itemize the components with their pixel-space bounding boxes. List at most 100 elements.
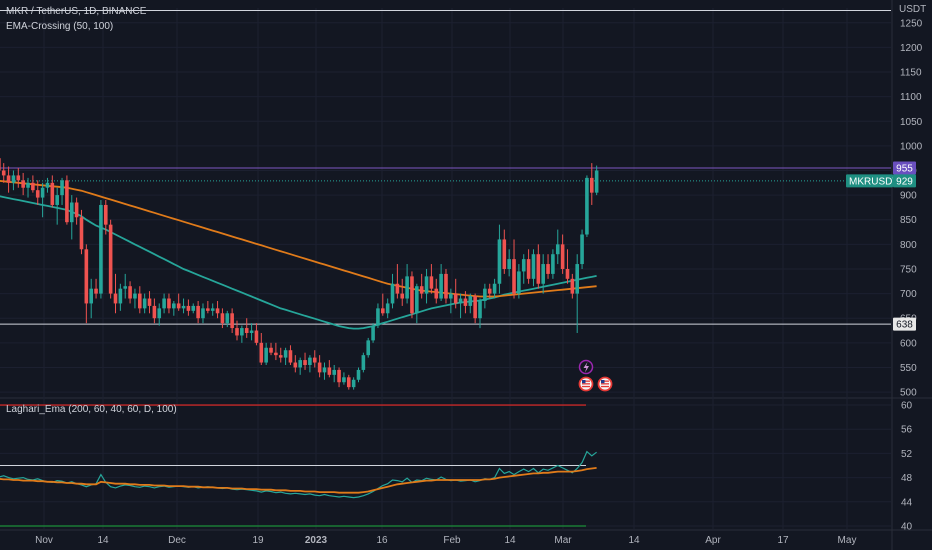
- candle-body: [507, 259, 511, 269]
- candle-body: [84, 249, 89, 304]
- indicator-laghari-ema[interactable]: Laghari_Ema (200, 60, 40, 60, D, 100): [6, 404, 177, 415]
- candle-body: [94, 288, 98, 294]
- candle: [366, 337, 371, 358]
- candle-body: [317, 362, 322, 373]
- candle-body: [541, 264, 545, 284]
- time-tick-label: 16: [376, 535, 388, 546]
- ema50-line: [0, 195, 597, 330]
- candle-body: [152, 305, 157, 319]
- candle: [1, 163, 6, 183]
- candle: [312, 350, 317, 368]
- candle-body: [138, 293, 142, 309]
- candle: [235, 320, 239, 341]
- candle: [434, 278, 439, 304]
- candle-body: [415, 286, 419, 314]
- candle-body: [108, 224, 113, 294]
- candle: [215, 300, 220, 319]
- candle: [322, 362, 327, 380]
- candle-body: [283, 350, 288, 358]
- time-tick-label: 2023: [305, 535, 328, 546]
- candle-body: [244, 328, 249, 333]
- candle-body: [269, 347, 273, 353]
- candle: [138, 286, 142, 314]
- oscillator-tick-label: 40: [901, 521, 913, 532]
- candle: [449, 288, 453, 314]
- time-tick-label: 19: [252, 535, 264, 546]
- candle-body: [536, 254, 541, 284]
- ema-lines: [0, 180, 597, 330]
- candle: [453, 278, 458, 309]
- candle: [26, 177, 30, 198]
- candle-body: [128, 286, 132, 299]
- support-price-tag: 638: [893, 317, 916, 331]
- candle-body: [546, 264, 550, 274]
- candle: [546, 254, 550, 279]
- candle-body: [308, 357, 312, 365]
- us-flag-icon: [578, 376, 594, 392]
- candle-body: [40, 187, 45, 198]
- candle: [79, 209, 84, 255]
- candle-body: [555, 244, 560, 255]
- candle-body: [220, 313, 225, 324]
- indicator-ema-crossing[interactable]: EMA-Crossing (50, 100): [6, 21, 114, 32]
- candle-body: [31, 182, 35, 191]
- candle: [167, 293, 171, 314]
- candle: [517, 264, 521, 299]
- time-tick-label: 17: [777, 535, 789, 546]
- candle: [45, 177, 50, 193]
- candle: [327, 360, 332, 378]
- candle: [351, 377, 356, 390]
- candle: [521, 254, 526, 284]
- candle: [123, 273, 128, 299]
- oscillator-tick-label: 44: [901, 497, 913, 508]
- candle-body: [79, 217, 84, 250]
- candle: [487, 283, 492, 299]
- candle-body: [264, 347, 268, 363]
- candle: [0, 158, 1, 171]
- candle: [157, 303, 162, 326]
- price-tick-label: 1100: [900, 92, 922, 103]
- candle-body: [478, 300, 482, 319]
- candle: [580, 229, 584, 269]
- symbol-title[interactable]: MKR / TetherUS, 1D, BINANCE: [6, 6, 147, 17]
- candle: [570, 273, 575, 299]
- candle-body: [206, 308, 210, 311]
- price-tick-label: 700: [900, 289, 917, 300]
- price-axis: 5005506006507007508008509009501000105011…: [891, 0, 926, 550]
- oscillator-grid: [0, 404, 932, 531]
- candle-body: [201, 308, 205, 319]
- candle: [473, 293, 477, 324]
- candle-body: [113, 293, 118, 304]
- candle-body: [21, 180, 25, 188]
- price-tick-label: 850: [900, 215, 917, 226]
- candle-body: [176, 303, 181, 309]
- horizontal-lines: [0, 9, 891, 527]
- candle-body: [45, 182, 50, 188]
- time-tick-label: 14: [97, 535, 109, 546]
- candle: [497, 224, 502, 294]
- candle: [293, 355, 298, 373]
- candle: [201, 303, 205, 324]
- candle-body: [580, 234, 584, 265]
- price-tick-label: 1050: [900, 117, 923, 128]
- candle: [176, 293, 181, 311]
- candle-body: [118, 288, 123, 304]
- candle-body: [517, 271, 521, 294]
- oscillator-axis: 40 44 48 52 56 60: [901, 401, 913, 533]
- candle-body: [55, 195, 59, 205]
- candle: [585, 175, 589, 237]
- candle: [444, 268, 448, 304]
- candle-body: [6, 175, 11, 183]
- candle-body: [133, 293, 137, 299]
- candle-body: [99, 204, 103, 294]
- candle: [381, 293, 385, 316]
- resistance-price-tag-text: 955: [896, 164, 913, 175]
- current-price-tag: 929: [893, 174, 916, 188]
- candle: [395, 264, 400, 299]
- candle-body: [167, 298, 171, 309]
- candle: [152, 298, 157, 324]
- candle: [196, 300, 200, 324]
- candle: [589, 163, 594, 205]
